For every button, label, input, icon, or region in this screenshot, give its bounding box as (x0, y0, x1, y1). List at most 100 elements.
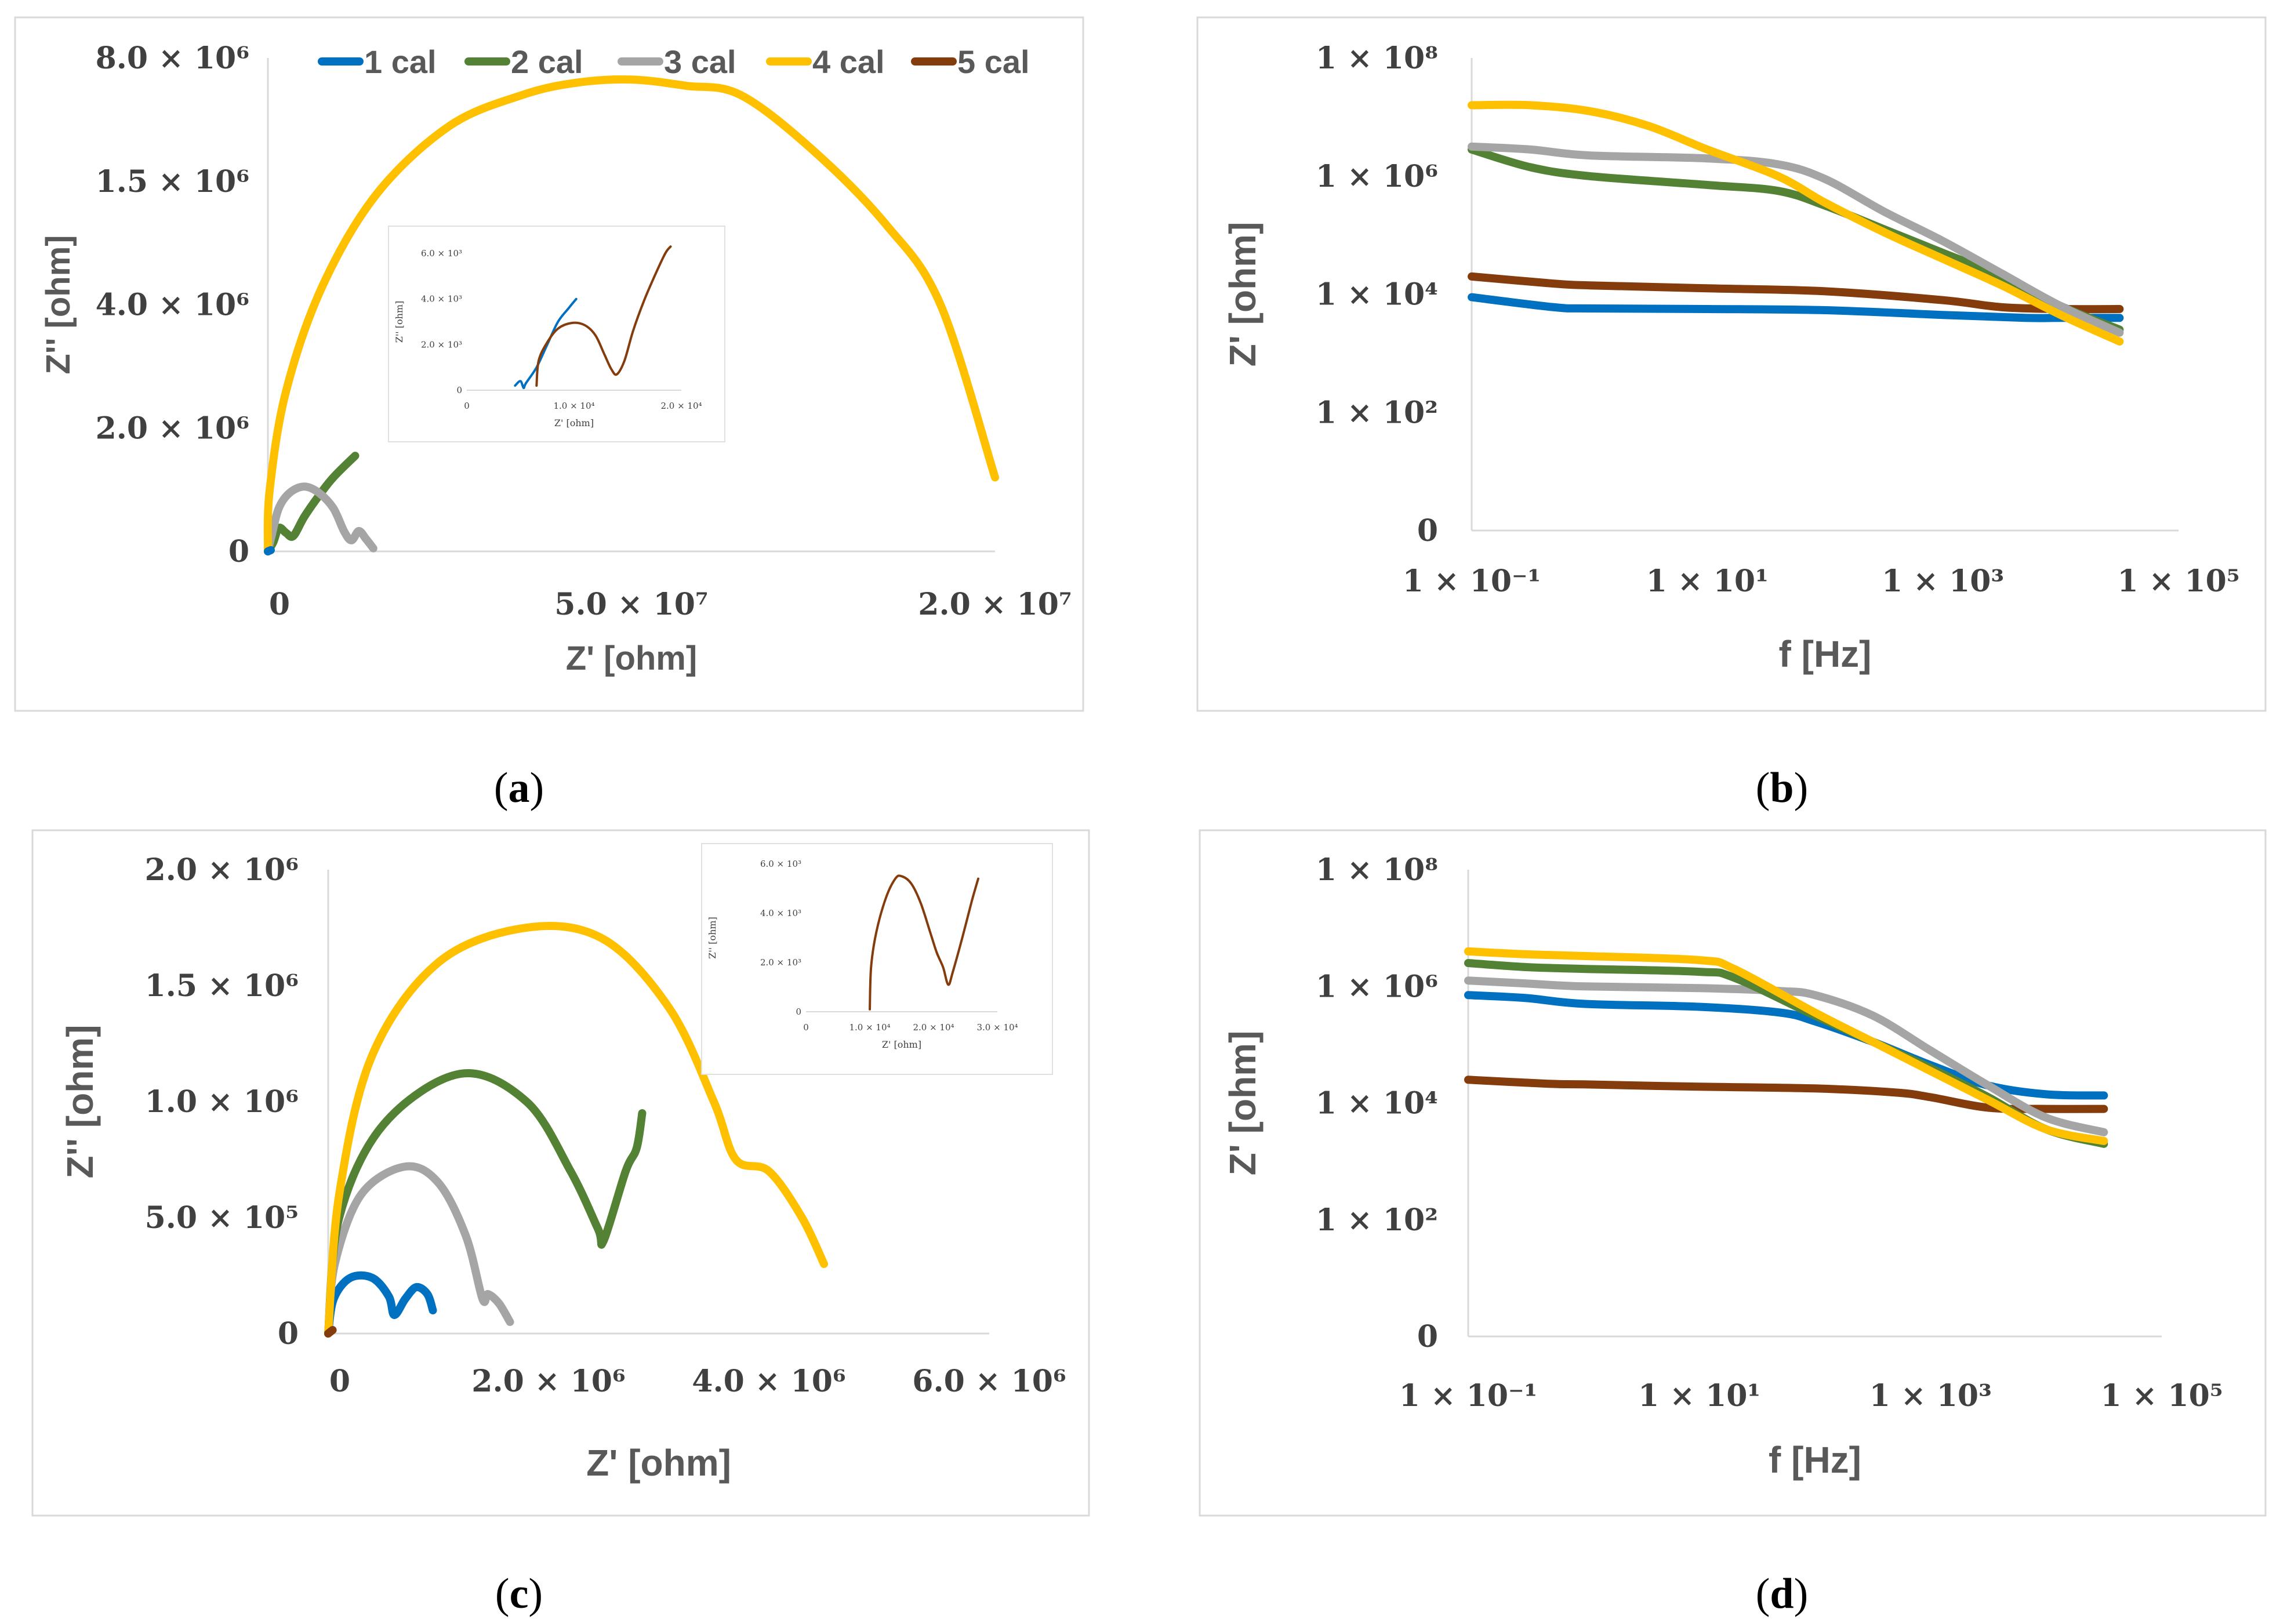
caption-a: (a) (494, 764, 544, 812)
y-axis-title-c: Z'' [ohm] (59, 1024, 101, 1178)
legend: 1 cal 2 cal 3 cal 4 cal 5 cal (318, 43, 1030, 80)
x-axis-title-a: Z' [ohm] (566, 640, 697, 677)
series-line-c-1-cal (324, 1271, 437, 1338)
inset-x-tick-a-2: 2.0 × 10⁴ (660, 401, 702, 411)
series-line-b-4-cal (1468, 100, 2124, 346)
inset-x-tick-c-1: 1.0 × 10⁴ (849, 1022, 890, 1033)
caption-b: (b) (1756, 764, 1808, 812)
inset-x-title-a: Z' [ohm] (554, 417, 594, 428)
inset-series-line-c-5-cal (869, 874, 979, 1011)
y-tick-label-a-2: 4.0 × 10⁶ (96, 288, 249, 323)
chart-d: 1 × 10⁻¹ 1 × 10¹ 1 × 10³ 1 × 10⁵ 0 1 × 10² 1 ×… (1222, 852, 2223, 1481)
caption-d-letter: d (1770, 1570, 1793, 1618)
x-axis-title-c: Z' [ohm] (586, 1442, 731, 1484)
y-tick-label-c-1: 5.0 × 10⁵ (145, 1200, 299, 1236)
x-tick-label-a-2: 2.0 × 10⁷ (918, 587, 1072, 622)
series-line-c-4-cal (324, 922, 828, 1338)
y-tick-label-a-3: 1.5 × 10⁶ (96, 164, 249, 199)
series-line-a-4-cal (263, 75, 999, 555)
inset-x-tick-c-2: 2.0 × 10⁴ (913, 1022, 954, 1033)
y-tick-label-d-4: 1 × 10⁸ (1316, 852, 1438, 888)
legend-label-2: 2 cal (511, 43, 583, 80)
x-tick-label-b-3: 1 × 10⁵ (2117, 564, 2239, 599)
x-tick-label-d-3: 1 × 10⁵ (2100, 1378, 2223, 1414)
y-tick-label-b-2: 1 × 10⁴ (1316, 277, 1438, 313)
x-tick-label-d-0: 1 × 10⁻¹ (1399, 1378, 1538, 1414)
x-tick-label-a-0: 0 (269, 587, 290, 622)
y-tick-label-c-4: 2.0 × 10⁶ (145, 852, 299, 888)
y-tick-label-a-0: 0 (228, 534, 249, 569)
inset-x-tick-c-0: 0 (803, 1022, 809, 1033)
series-line-b-3-cal (1468, 142, 2124, 337)
inset-a: 0 1.0 × 10⁴ 2.0 × 10⁴ 0 2.0 × 10³ 4.0 × 10³ 6.… (388, 226, 725, 442)
series-line-a-3-cal (264, 482, 377, 555)
inset-x-tick-a-0: 0 (464, 401, 470, 411)
inset-y-tick-a-2: 4.0 × 10³ (421, 294, 462, 304)
series-line-d-4-cal (1464, 947, 2108, 1145)
caption-d: (d) (1756, 1570, 1808, 1618)
chart-c: 0 2.0 × 10⁶ 4.0 × 10⁶ 6.0 × 10⁶ 0 5.0 × 10⁵ 1.… (59, 843, 1066, 1484)
y-tick-label-b-3: 1 × 10⁶ (1316, 159, 1438, 194)
y-tick-label-d-0: 0 (1417, 1319, 1438, 1354)
y-tick-label-c-2: 1.0 × 10⁶ (145, 1084, 299, 1120)
inset-series-line-a-5-cal (535, 245, 672, 387)
y-tick-label-d-3: 1 × 10⁶ (1316, 969, 1438, 1004)
y-axis-title-a: Z'' [ohm] (39, 235, 77, 374)
series-line-a-1-cal (264, 546, 275, 555)
y-tick-label-a-4: 8.0 × 10⁶ (96, 41, 249, 76)
caption-c: (c) (495, 1570, 543, 1618)
y-tick-label-b-1: 1 × 10² (1316, 395, 1438, 430)
legend-label-5: 5 cal (957, 43, 1030, 80)
x-tick-label-d-1: 1 × 10¹ (1638, 1378, 1760, 1414)
legend-label-3: 3 cal (664, 43, 736, 80)
caption-a-letter: a (509, 764, 530, 812)
chart-a: 0 5.0 × 10⁷ 2.0 × 10⁷ 0 2.0 × 10⁶ 4.0 × 10⁶ 1.… (39, 41, 1072, 677)
x-axis-title-b: f [Hz] (1779, 633, 1872, 675)
inset-y-tick-a-1: 2.0 × 10³ (421, 339, 462, 350)
series-line-c-2-cal (324, 1069, 647, 1338)
inset-frame-c (701, 843, 1053, 1075)
y-tick-label-d-2: 1 × 10⁴ (1316, 1086, 1438, 1121)
caption-b-letter: b (1770, 764, 1793, 812)
inset-y-tick-c-3: 6.0 × 10³ (760, 859, 801, 869)
legend-label-4: 4 cal (812, 43, 885, 80)
inset-y-tick-c-0: 0 (796, 1007, 801, 1017)
x-tick-label-b-0: 1 × 10⁻¹ (1403, 564, 1541, 599)
x-axis-title-d: f [Hz] (1769, 1439, 1861, 1481)
series-line-b-5-cal (1468, 272, 2124, 314)
y-tick-label-c-0: 0 (278, 1316, 299, 1351)
y-tick-label-b-0: 0 (1417, 513, 1438, 548)
chart-b: 1 × 10⁻¹ 1 × 10¹ 1 × 10³ 1 × 10⁵ 0 1 × 10² 1 ×… (1222, 41, 2240, 675)
y-tick-label-b-4: 1 × 10⁸ (1316, 41, 1438, 76)
panel-d-frame (1199, 829, 2267, 1517)
series-line-d-3-cal (1464, 976, 2108, 1136)
inset-x-title-c: Z' [ohm] (882, 1039, 921, 1050)
x-tick-label-a-1: 5.0 × 10⁷ (554, 587, 708, 622)
inset-y-tick-a-0: 0 (456, 385, 462, 395)
series-line-c-3-cal (324, 1162, 514, 1338)
x-tick-label-c-2: 4.0 × 10⁶ (692, 1364, 845, 1399)
inset-c: 0 1.0 × 10⁴ 2.0 × 10⁴ 3.0 × 10⁴ 0 2.0 × 10³ 4.… (701, 843, 1053, 1075)
x-tick-label-c-3: 6.0 × 10⁶ (912, 1364, 1066, 1399)
y-axis-title-b: Z' [ohm] (1222, 222, 1264, 367)
inset-y-tick-c-2: 4.0 × 10³ (760, 908, 801, 918)
inset-x-tick-c-3: 3.0 × 10⁴ (976, 1022, 1018, 1033)
inset-x-tick-a-1: 1.0 × 10⁴ (553, 401, 594, 411)
panel-b-frame (1196, 16, 2267, 712)
y-tick-label-d-1: 1 × 10² (1316, 1202, 1438, 1238)
inset-y-title-c: Z'' [ohm] (707, 917, 718, 959)
y-axis-title-d: Z' [ohm] (1222, 1031, 1264, 1176)
legend-label-1: 1 cal (364, 43, 437, 80)
charts-layer: 0 5.0 × 10⁷ 2.0 × 10⁷ 0 2.0 × 10⁶ 4.0 × 10⁶ 1.… (39, 41, 2240, 1484)
inset-y-tick-a-3: 6.0 × 10³ (421, 248, 462, 259)
series-line-c-5-cal (324, 1326, 337, 1338)
x-tick-label-c-1: 2.0 × 10⁶ (471, 1364, 625, 1399)
x-tick-label-b-1: 1 × 10¹ (1646, 564, 1769, 599)
inset-frame-a (388, 226, 725, 442)
y-tick-label-a-1: 2.0 × 10⁶ (96, 410, 249, 446)
inset-y-title-a: Z'' [ohm] (394, 301, 405, 343)
inset-y-tick-c-1: 2.0 × 10³ (760, 957, 801, 968)
series-line-b-1-cal (1468, 293, 2124, 322)
x-tick-label-c-0: 0 (329, 1364, 350, 1399)
